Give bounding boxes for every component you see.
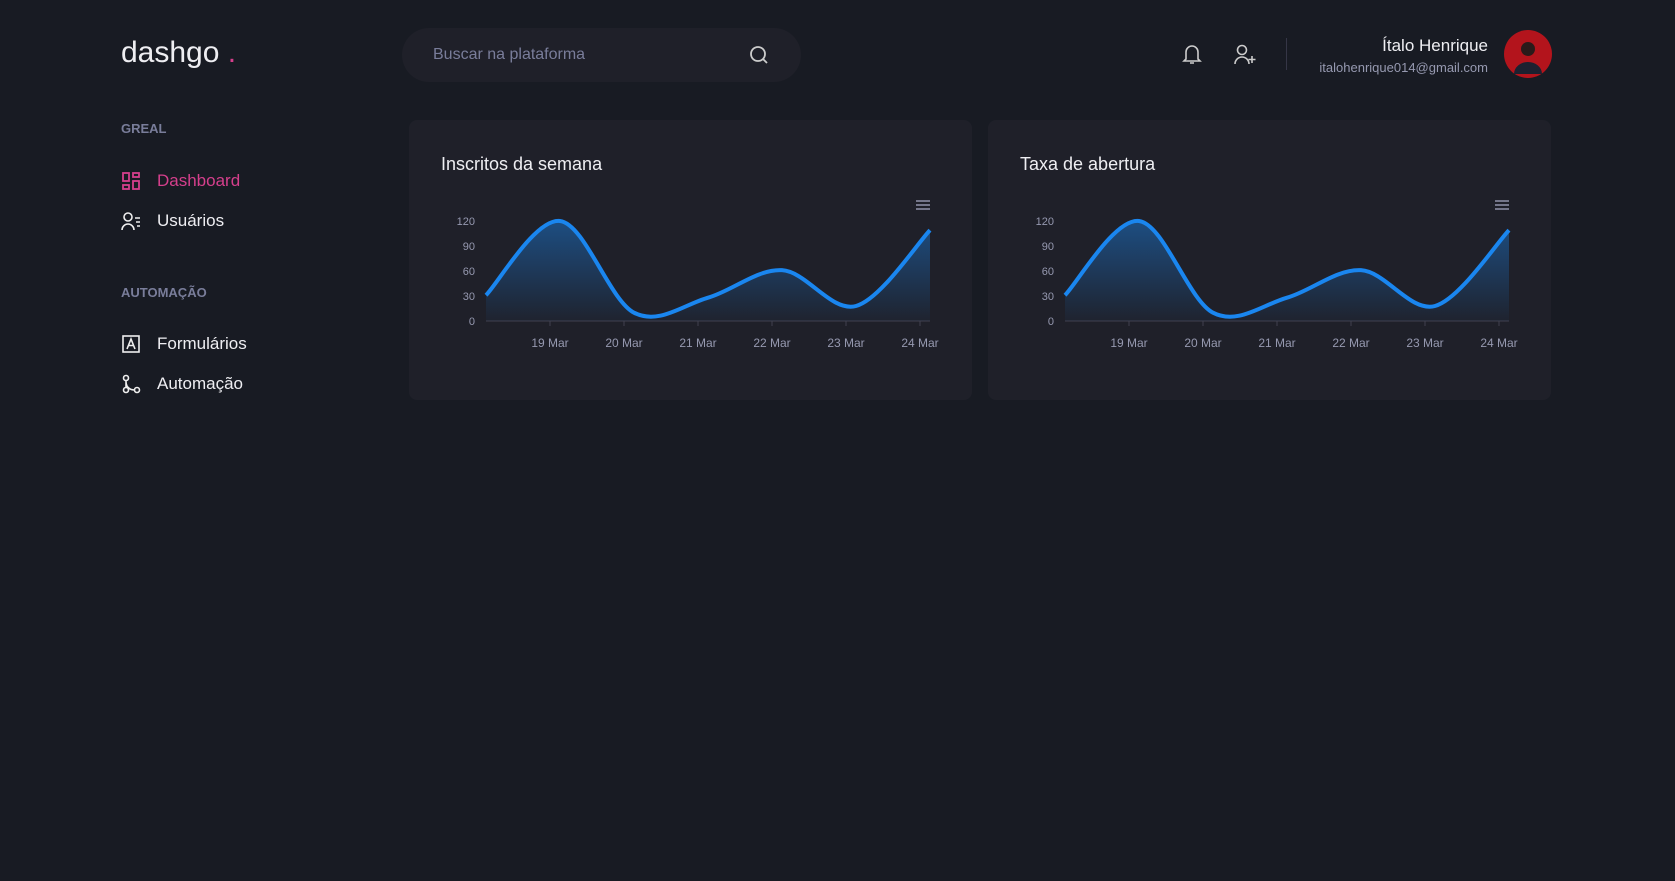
area — [1065, 220, 1509, 321]
x-tick-label: 24 Mar — [901, 336, 938, 350]
nav-label: Formulários — [157, 334, 247, 353]
y-tick-label: 120 — [457, 216, 475, 228]
logo-text: dashgo — [121, 36, 220, 69]
y-tick-label: 120 — [1036, 216, 1054, 228]
x-tick-label: 19 Mar — [1110, 336, 1147, 350]
nav-item[interactable]: Dashboard — [121, 171, 240, 191]
x-tick-label: 20 Mar — [1184, 336, 1221, 350]
nav-label: Usuários — [157, 211, 225, 230]
line — [1063, 219, 1511, 319]
y-tick-label: 90 — [1042, 241, 1054, 253]
logo-dot: . — [227, 36, 237, 69]
x-tick-label: 20 Mar — [605, 336, 642, 350]
add-user-icon[interactable] — [1232, 42, 1258, 68]
nav-item[interactable]: Usuários — [121, 211, 224, 231]
area — [486, 220, 930, 321]
x-tick-label: 23 Mar — [1406, 336, 1443, 350]
divider — [1286, 38, 1287, 70]
logo: dashgo . — [121, 36, 236, 70]
section-title: GREAL — [121, 121, 167, 136]
x-tick-label: 24 Mar — [1480, 336, 1517, 350]
chart-title: Taxa de abertura — [1020, 154, 1156, 174]
y-tick-label: 30 — [1042, 291, 1054, 303]
search-placeholder: Buscar na plataforma — [433, 46, 586, 63]
user-email: italohenrique014@gmail.com — [1319, 60, 1488, 75]
y-tick-label: 30 — [463, 291, 475, 303]
y-tick-label: 0 — [1048, 316, 1054, 328]
search-box[interactable]: Buscar na plataforma — [402, 28, 801, 82]
chart-title: Inscritos da semana — [441, 154, 603, 174]
search-icon[interactable] — [748, 44, 770, 66]
nav-item[interactable]: Formulários — [121, 334, 247, 354]
nav-item[interactable]: Automação — [121, 374, 243, 394]
x-tick-label: 21 Mar — [1258, 336, 1295, 350]
chart-card: Inscritos da semana 0 30 60 90 120 19 Mar 20 Ma… — [409, 120, 972, 400]
section-title: AUTOMAÇÃO — [121, 285, 207, 300]
x-tick-label: 22 Mar — [1332, 336, 1369, 350]
chart: Taxa de abertura 0 30 60 90 120 19 Mar 20 Mar 21… — [1020, 154, 1518, 350]
nav-label: Automação — [157, 374, 243, 393]
x-tick-label: 23 Mar — [827, 336, 864, 350]
x-tick-label: 19 Mar — [531, 336, 568, 350]
y-tick-label: 90 — [463, 241, 475, 253]
y-tick-label: 60 — [463, 266, 475, 278]
line — [484, 219, 932, 319]
y-tick-label: 60 — [1042, 266, 1054, 278]
bell-icon[interactable] — [1180, 42, 1204, 68]
y-tick-label: 0 — [469, 316, 475, 328]
x-tick-label: 21 Mar — [679, 336, 716, 350]
x-tick-label: 22 Mar — [753, 336, 790, 350]
nav-label: Dashboard — [157, 171, 241, 190]
chart-card: Taxa de abertura 0 30 60 90 120 19 Mar 20 Mar 21… — [988, 120, 1551, 400]
user-name: Ítalo Henrique — [1382, 36, 1488, 55]
avatar[interactable] — [1504, 30, 1552, 78]
chart: Inscritos da semana 0 30 60 90 120 19 Mar 20 Ma… — [441, 154, 939, 350]
